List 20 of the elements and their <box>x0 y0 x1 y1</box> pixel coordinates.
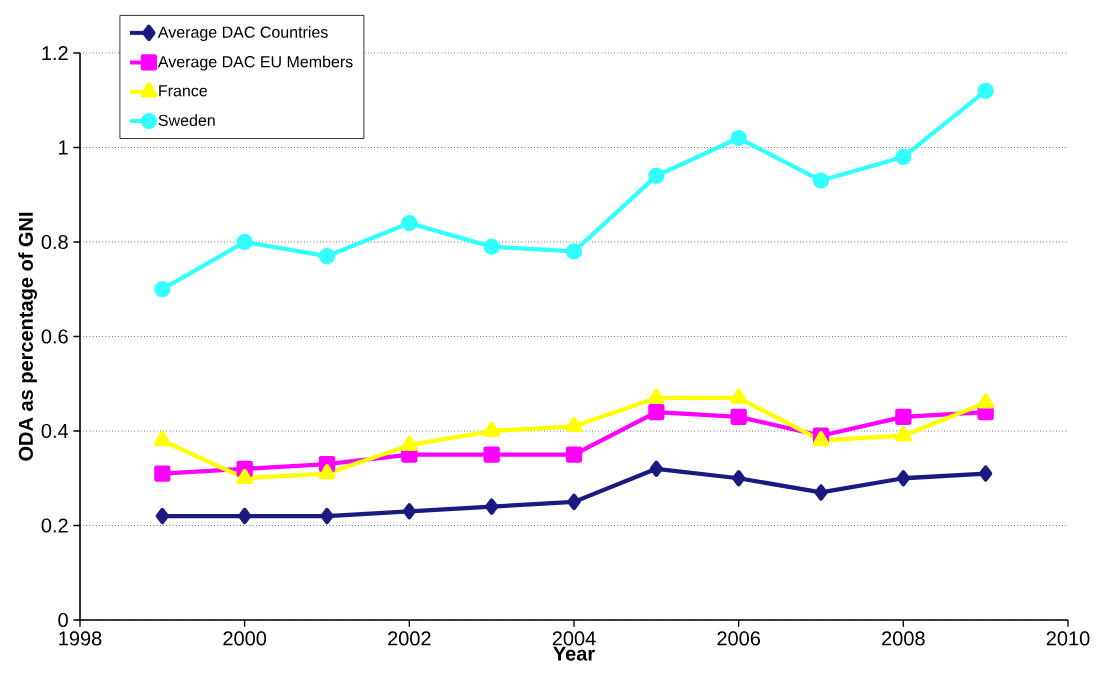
y-tick-label: 0.8 <box>41 234 68 250</box>
x-tick-label: 2006 <box>717 631 761 646</box>
x-tick-label: 2000 <box>223 631 267 646</box>
y-tick-label: 0.6 <box>41 329 68 344</box>
x-tick-label: 1998 <box>59 631 102 646</box>
y-axis-title: ODA as percentage of GNI <box>18 212 38 461</box>
legend-label: Average DAC Countries <box>157 26 328 41</box>
y-tick-label: 1.2 <box>42 46 68 60</box>
x-tick-label: 2008 <box>882 631 925 646</box>
y-tick-label: 0 <box>58 612 68 628</box>
x-tick-label: 2010 <box>1046 631 1090 646</box>
x-tick-label: 2004 <box>552 631 596 646</box>
x-axis-title: Year <box>553 646 595 661</box>
y-tick-label: 0.2 <box>41 518 68 533</box>
y-tick-label: 0.4 <box>41 423 69 439</box>
legend-label: France <box>159 85 207 97</box>
x-tick-label: 2002 <box>388 631 431 646</box>
y-tick-label: 1 <box>59 140 68 155</box>
legend-label: Sweden <box>158 114 215 127</box>
legend-label: Average DAC EU Members <box>157 55 353 71</box>
